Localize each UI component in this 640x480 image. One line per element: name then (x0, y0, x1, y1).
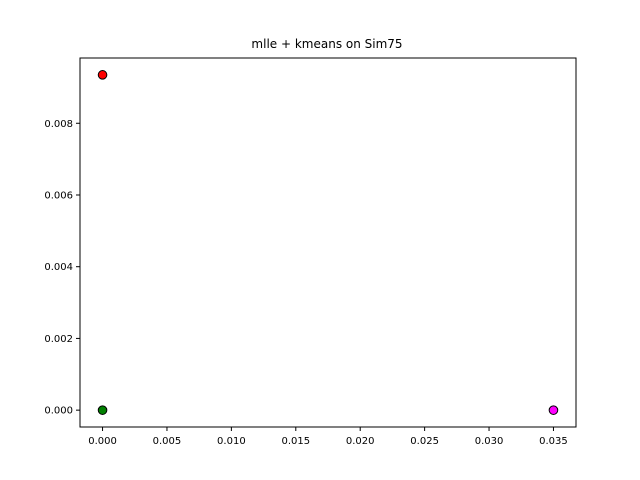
x-tick-label: 0.005 (153, 436, 182, 447)
data-point (97, 405, 108, 415)
x-tick-label: 0.035 (539, 436, 568, 447)
x-tick-label: 0.030 (475, 436, 504, 447)
x-tick-label: 0.015 (281, 436, 310, 447)
axes-frame (79, 57, 577, 428)
axes-ticks: 0.000 0.005 0.010 0.015 0.020 0.025 0.030 0.035… (44, 119, 567, 447)
y-tick-label: 0.002 (44, 334, 73, 345)
data-points (97, 70, 559, 415)
y-tick-label: 0.006 (44, 190, 73, 201)
plot-area (79, 57, 577, 428)
x-tick-label: 0.010 (217, 436, 246, 447)
y-tick-label: 0.000 (44, 406, 73, 417)
data-point (97, 70, 108, 80)
data-point (548, 405, 559, 415)
chart-title: mlle + kmeans on Sim75 (251, 37, 402, 51)
y-tick-label: 0.004 (44, 262, 73, 273)
x-tick-label: 0.000 (88, 436, 117, 447)
y-tick-label: 0.008 (44, 119, 73, 130)
x-tick-label: 0.025 (410, 436, 439, 447)
x-tick-label: 0.020 (346, 436, 375, 447)
